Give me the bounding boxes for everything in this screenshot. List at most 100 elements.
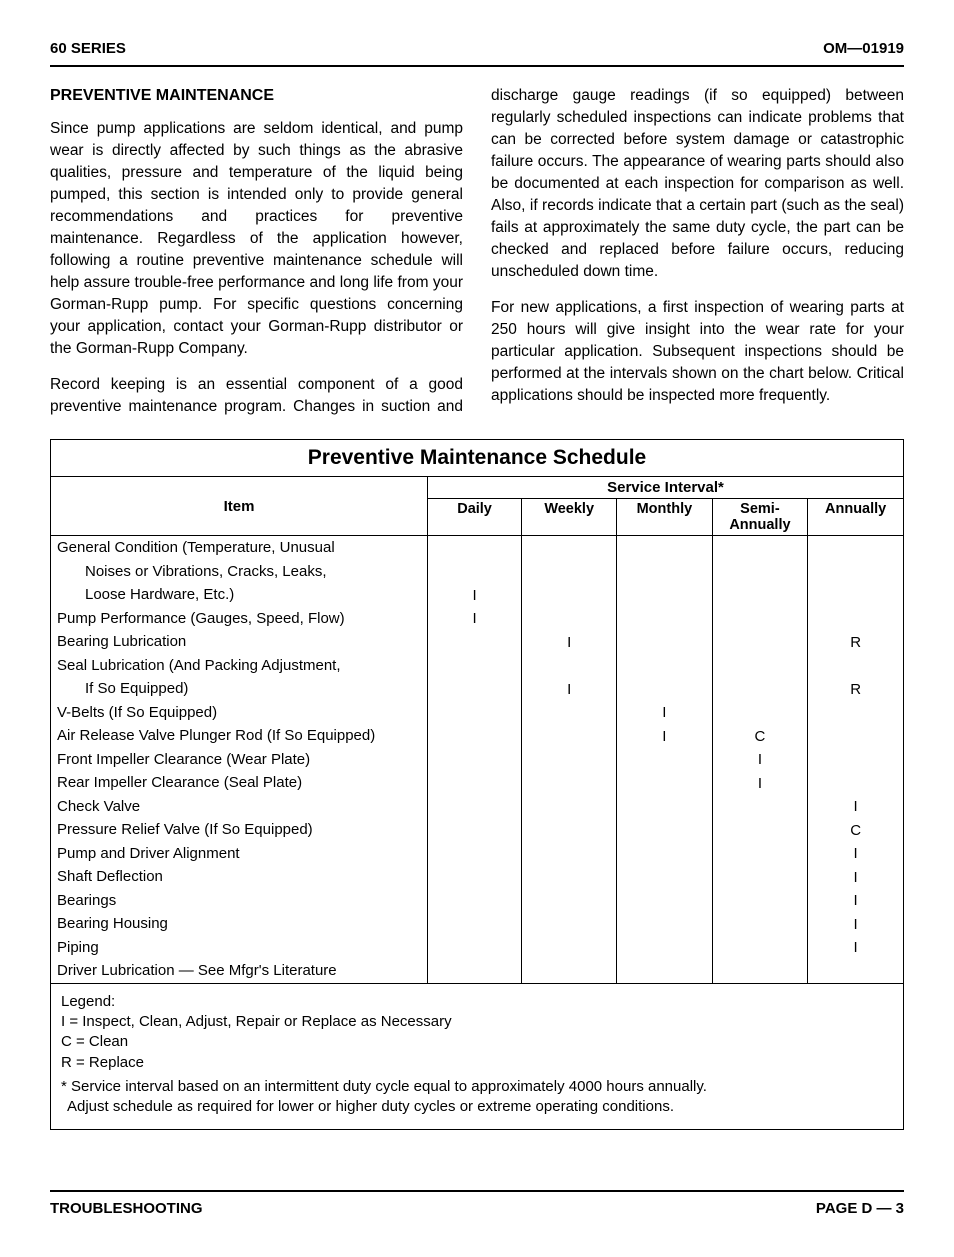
mark-cell bbox=[522, 865, 617, 889]
item-cell: Bearing Lubrication bbox=[51, 630, 427, 654]
mark-cell bbox=[712, 889, 808, 913]
table-row: Bearing Housing I bbox=[51, 912, 903, 936]
mark-cell bbox=[427, 536, 521, 560]
mark-cell bbox=[427, 771, 521, 795]
col-header: Daily bbox=[427, 499, 521, 536]
schedule-table: Item Service Interval* DailyWeeklyMonthl… bbox=[51, 477, 903, 983]
table-row: Check Valve I bbox=[51, 795, 903, 819]
mark-cell bbox=[712, 912, 808, 936]
mark-cell bbox=[522, 583, 617, 607]
mark-cell bbox=[712, 818, 808, 842]
col-header: Monthly bbox=[617, 499, 712, 536]
mark-cell: R bbox=[808, 630, 903, 654]
mark-cell: C bbox=[808, 818, 903, 842]
table-title: Preventive Maintenance Schedule bbox=[51, 440, 903, 477]
header-right: OM—01919 bbox=[823, 40, 904, 57]
col-header: Semi-Annually bbox=[712, 499, 808, 536]
legend: Legend: I = Inspect, Clean, Adjust, Repa… bbox=[51, 983, 903, 1130]
paragraph-3: For new applications, a first inspection… bbox=[491, 297, 904, 407]
mark-cell: I bbox=[808, 936, 903, 960]
table-row: Shaft Deflection I bbox=[51, 865, 903, 889]
item-cell: Driver Lubrication — See Mfgr's Literatu… bbox=[51, 959, 427, 983]
mark-cell bbox=[808, 724, 903, 748]
table-row: Front Impeller Clearance (Wear Plate) I bbox=[51, 748, 903, 772]
footer-left: TROUBLESHOOTING bbox=[50, 1200, 203, 1217]
table-row: Pump and Driver AlignmentI bbox=[51, 842, 903, 866]
mark-cell bbox=[617, 607, 712, 631]
legend-title: Legend: bbox=[61, 992, 893, 1012]
mark-cell: I bbox=[808, 795, 903, 819]
maintenance-table: Preventive Maintenance Schedule Item Ser… bbox=[50, 439, 904, 1130]
mark-cell: I bbox=[808, 912, 903, 936]
mark-cell bbox=[427, 560, 521, 584]
section-title: PREVENTIVE MAINTENANCE bbox=[50, 85, 463, 108]
mark-cell bbox=[617, 795, 712, 819]
item-cell: Noises or Vibrations, Cracks, Leaks, bbox=[51, 560, 427, 584]
mark-cell bbox=[617, 889, 712, 913]
item-cell: Bearing Housing bbox=[51, 912, 427, 936]
mark-cell bbox=[808, 771, 903, 795]
mark-cell bbox=[617, 748, 712, 772]
item-cell: General Condition (Temperature, Unusual bbox=[51, 536, 427, 560]
mark-cell bbox=[522, 607, 617, 631]
mark-cell bbox=[617, 771, 712, 795]
mark-cell bbox=[808, 654, 903, 678]
col-header: Annually bbox=[808, 499, 903, 536]
mark-cell bbox=[617, 536, 712, 560]
mark-cell bbox=[617, 865, 712, 889]
mark-cell bbox=[522, 959, 617, 983]
mark-cell bbox=[712, 677, 808, 701]
mark-cell bbox=[712, 583, 808, 607]
item-cell: Loose Hardware, Etc.) bbox=[51, 583, 427, 607]
mark-cell bbox=[522, 701, 617, 725]
mark-cell bbox=[427, 936, 521, 960]
table-row: Air Release Valve Plunger Rod (If So Equ… bbox=[51, 724, 903, 748]
mark-cell: R bbox=[808, 677, 903, 701]
item-cell: V-Belts (If So Equipped) bbox=[51, 701, 427, 725]
mark-cell bbox=[522, 771, 617, 795]
item-cell: Seal Lubrication (And Packing Adjustment… bbox=[51, 654, 427, 678]
mark-cell bbox=[617, 560, 712, 584]
mark-cell bbox=[427, 889, 521, 913]
table-row: Seal Lubrication (And Packing Adjustment… bbox=[51, 654, 903, 678]
mark-cell bbox=[427, 818, 521, 842]
mark-cell: I bbox=[712, 748, 808, 772]
legend-note-2: Adjust schedule as required for lower or… bbox=[61, 1097, 893, 1117]
mark-cell: I bbox=[617, 724, 712, 748]
mark-cell bbox=[427, 795, 521, 819]
mark-cell bbox=[712, 795, 808, 819]
mark-cell: I bbox=[808, 865, 903, 889]
mark-cell: C bbox=[712, 724, 808, 748]
item-cell: Pressure Relief Valve (If So Equipped) bbox=[51, 818, 427, 842]
mark-cell: I bbox=[522, 677, 617, 701]
mark-cell bbox=[712, 865, 808, 889]
mark-cell bbox=[427, 630, 521, 654]
mark-cell: I bbox=[617, 701, 712, 725]
item-cell: If So Equipped) bbox=[51, 677, 427, 701]
item-cell: Front Impeller Clearance (Wear Plate) bbox=[51, 748, 427, 772]
table-row: Pressure Relief Valve (If So Equipped) C bbox=[51, 818, 903, 842]
mark-cell: I bbox=[427, 583, 521, 607]
mark-cell bbox=[617, 677, 712, 701]
table-row: V-Belts (If So Equipped) I bbox=[51, 701, 903, 725]
mark-cell bbox=[808, 959, 903, 983]
mark-cell: I bbox=[427, 607, 521, 631]
item-header: Item bbox=[51, 477, 427, 536]
mark-cell bbox=[522, 654, 617, 678]
mark-cell bbox=[522, 912, 617, 936]
item-cell: Check Valve bbox=[51, 795, 427, 819]
mark-cell bbox=[712, 701, 808, 725]
item-cell: Shaft Deflection bbox=[51, 865, 427, 889]
table-row: Pump Performance (Gauges, Speed, Flow)I bbox=[51, 607, 903, 631]
item-cell: Air Release Valve Plunger Rod (If So Equ… bbox=[51, 724, 427, 748]
mark-cell bbox=[617, 583, 712, 607]
mark-cell bbox=[427, 701, 521, 725]
mark-cell bbox=[522, 560, 617, 584]
mark-cell bbox=[617, 959, 712, 983]
table-row: Loose Hardware, Etc.)I bbox=[51, 583, 903, 607]
table-row: General Condition (Temperature, Unusual bbox=[51, 536, 903, 560]
table-row: PipingI bbox=[51, 936, 903, 960]
mark-cell bbox=[712, 560, 808, 584]
mark-cell bbox=[522, 795, 617, 819]
mark-cell bbox=[522, 536, 617, 560]
